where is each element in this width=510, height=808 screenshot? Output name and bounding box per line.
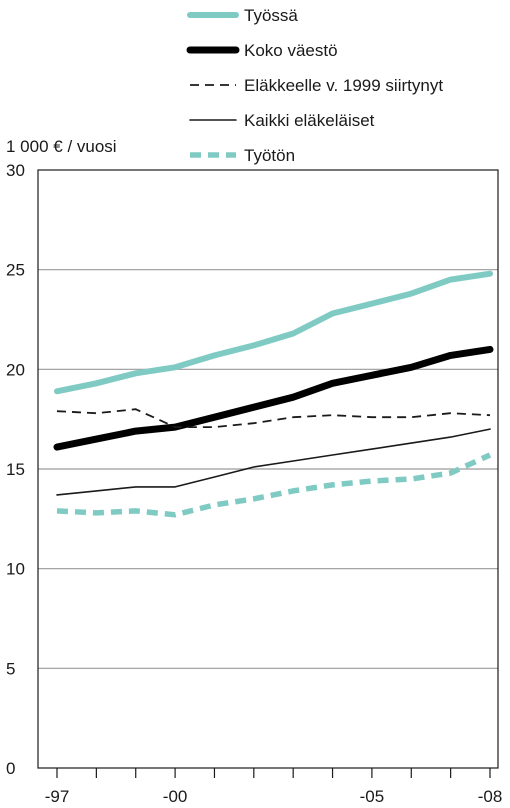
y-tick-label: 20 (6, 360, 25, 379)
series-line-1 (54, 270, 493, 395)
series-line-3 (56, 408, 491, 429)
y-tick-label: 25 (6, 261, 25, 280)
legend-label-4: Kaikki eläkeläiset (244, 111, 375, 130)
series-lines (53, 270, 494, 518)
x-tick-label: -00 (163, 787, 188, 806)
series-line-5 (56, 452, 492, 518)
legend-label-5: Työtön (244, 146, 295, 165)
x-tick-label: -05 (360, 787, 385, 806)
legend-label-3: Eläkkeelle v. 1999 siirtynyt (244, 76, 443, 95)
y-axis-unit-label: 1 000 € / vuosi (6, 137, 117, 156)
x-tick-label: -97 (45, 787, 70, 806)
x-axis: -97 -00 -05 -08 (45, 768, 503, 806)
chart-legend: Työssä Koko väestö Eläkkeelle v. 1999 siir… (186, 6, 443, 165)
y-tick-label: 30 (6, 161, 25, 180)
series-line-2 (53, 345, 494, 451)
y-tick-label: 10 (6, 560, 25, 579)
y-tick-label: 5 (6, 659, 15, 678)
series-line-4 (56, 428, 491, 496)
x-tick-label: -08 (478, 787, 503, 806)
gridlines (38, 269, 498, 669)
legend-label-1: Työssä (244, 6, 298, 25)
plot-frame (37, 169, 499, 769)
y-tick-label: 15 (6, 460, 25, 479)
legend-label-2: Koko väestö (244, 41, 338, 60)
y-tick-label: 0 (6, 759, 15, 778)
y-axis-ticks: 0 5 10 15 20 25 30 (6, 161, 25, 778)
